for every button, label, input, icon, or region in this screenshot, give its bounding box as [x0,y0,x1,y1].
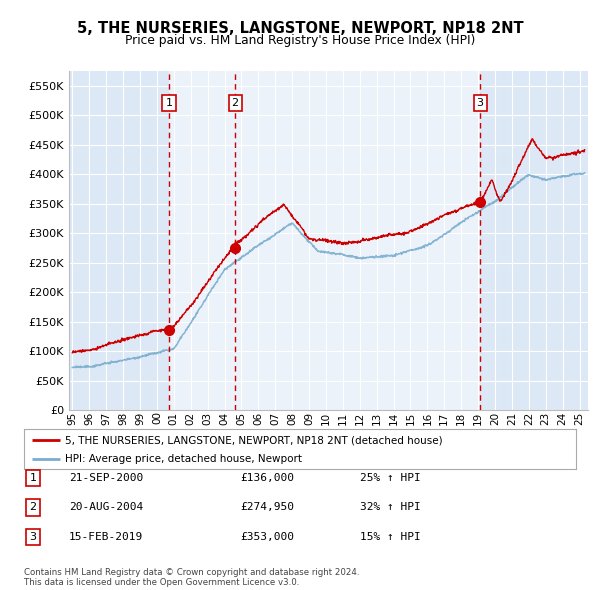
Text: Price paid vs. HM Land Registry's House Price Index (HPI): Price paid vs. HM Land Registry's House … [125,34,475,47]
Text: 3: 3 [29,532,37,542]
Text: 5, THE NURSERIES, LANGSTONE, NEWPORT, NP18 2NT: 5, THE NURSERIES, LANGSTONE, NEWPORT, NP… [77,21,523,35]
Text: £274,950: £274,950 [240,503,294,512]
Text: 2: 2 [232,99,239,108]
Text: 20-AUG-2004: 20-AUG-2004 [69,503,143,512]
Text: £353,000: £353,000 [240,532,294,542]
Text: Contains HM Land Registry data © Crown copyright and database right 2024.
This d: Contains HM Land Registry data © Crown c… [24,568,359,587]
Bar [169,71,235,410]
Text: 15-FEB-2019: 15-FEB-2019 [69,532,143,542]
Text: 15% ↑ HPI: 15% ↑ HPI [360,532,421,542]
Text: 1: 1 [29,473,37,483]
Bar [235,71,480,410]
Text: 1: 1 [166,99,173,108]
Text: 32% ↑ HPI: 32% ↑ HPI [360,503,421,512]
Text: 25% ↑ HPI: 25% ↑ HPI [360,473,421,483]
Text: £136,000: £136,000 [240,473,294,483]
Text: 2: 2 [29,503,37,512]
Text: 21-SEP-2000: 21-SEP-2000 [69,473,143,483]
Text: 3: 3 [476,99,484,108]
Text: 5, THE NURSERIES, LANGSTONE, NEWPORT, NP18 2NT (detached house): 5, THE NURSERIES, LANGSTONE, NEWPORT, NP… [65,435,443,445]
Text: HPI: Average price, detached house, Newport: HPI: Average price, detached house, Newp… [65,454,302,464]
